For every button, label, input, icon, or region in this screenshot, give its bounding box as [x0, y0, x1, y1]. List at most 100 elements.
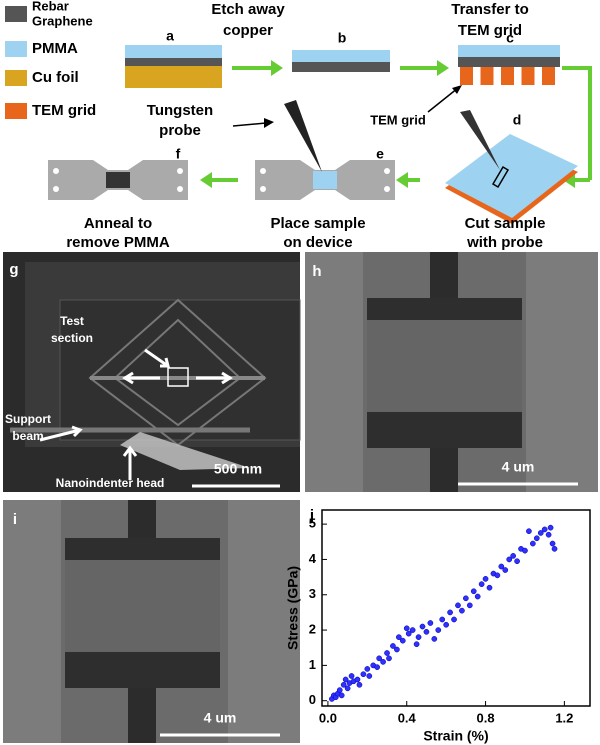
label: beam: [12, 429, 43, 443]
tem-grid: [521, 67, 535, 85]
legend-swatch: [5, 70, 27, 86]
point: [419, 623, 426, 630]
sample: [313, 171, 337, 189]
point: [498, 563, 505, 570]
white-arrow: [221, 371, 233, 385]
tem-grid: [542, 67, 555, 85]
white-arrow: [122, 371, 134, 385]
label: f: [176, 146, 181, 162]
point: [541, 526, 548, 533]
label: with probe: [466, 234, 543, 251]
point: [399, 637, 406, 644]
scale-label: 4 um: [204, 710, 237, 726]
graphene: [458, 57, 560, 67]
panel-letter: i: [13, 511, 17, 528]
label: Tungsten: [147, 102, 213, 119]
sample: [106, 172, 130, 188]
white-arrow: [144, 348, 169, 368]
label: Nanoindenter head: [56, 476, 165, 490]
legend-label: Graphene: [32, 13, 93, 28]
point: [431, 636, 438, 642]
panel-letter: g: [9, 261, 18, 278]
label: on device: [283, 234, 352, 251]
arrow-shaft: [562, 66, 592, 180]
point: [486, 584, 493, 591]
point: [415, 634, 422, 640]
point: [344, 685, 351, 692]
point: [514, 558, 520, 565]
label: Etch away: [211, 1, 285, 18]
point: [390, 643, 396, 649]
point: [374, 664, 381, 671]
pmma-plate: [445, 134, 578, 218]
pointer: [232, 122, 267, 127]
scale-label: 500 nm: [214, 461, 262, 477]
y-tick-label: 1: [309, 657, 316, 672]
electrode: [305, 252, 363, 492]
x-tick-label: 0.8: [477, 710, 495, 725]
point: [470, 588, 477, 595]
point: [466, 602, 473, 609]
point: [502, 567, 509, 573]
point: [380, 659, 386, 665]
label: Anneal to: [84, 215, 152, 232]
label: Cut sample: [465, 215, 546, 232]
legend-label: TEM grid: [32, 102, 96, 119]
probe-tip: [284, 100, 322, 172]
point: [545, 531, 552, 538]
point: [360, 671, 367, 678]
label: probe: [159, 122, 201, 139]
y-tick-label: 0: [309, 692, 316, 707]
tem-grid: [480, 67, 494, 85]
point: [459, 607, 465, 614]
test-box: [167, 367, 189, 387]
scale-label: 4 um: [502, 459, 535, 475]
label: TEM grid: [458, 22, 522, 39]
y-tick-label: 5: [309, 516, 316, 531]
point: [506, 556, 513, 563]
sample-film: [65, 560, 220, 652]
point: [533, 535, 540, 542]
y-tick-label: 2: [309, 622, 316, 637]
label: e: [376, 146, 384, 162]
label: remove PMMA: [66, 234, 170, 251]
pmma: [125, 45, 222, 58]
cu-foil: [125, 66, 222, 88]
probe-tip: [460, 110, 500, 170]
legend-swatch: [5, 6, 27, 22]
point: [547, 524, 554, 531]
pointer-head: [452, 85, 462, 94]
point: [439, 616, 446, 623]
point: [409, 627, 416, 633]
electrode: [3, 500, 61, 743]
label: b: [338, 30, 347, 46]
point: [435, 627, 442, 633]
point: [530, 540, 536, 547]
label: d: [513, 112, 522, 128]
point: [405, 630, 412, 637]
point: [342, 676, 349, 683]
point: [403, 625, 410, 632]
plot-frame: [321, 509, 591, 707]
point: [443, 621, 449, 628]
label: Transfer to: [451, 1, 529, 18]
label: Support: [5, 412, 51, 426]
point: [537, 530, 544, 536]
hole: [260, 186, 266, 192]
point: [396, 634, 402, 640]
hole: [260, 168, 266, 174]
point: [494, 572, 501, 579]
hole: [384, 186, 390, 192]
point: [522, 547, 528, 554]
point: [338, 692, 345, 699]
hole: [177, 186, 183, 192]
arrow-head: [271, 60, 283, 76]
label: a: [166, 28, 174, 44]
white-arrow: [39, 428, 81, 442]
white-arrow: [160, 357, 170, 368]
graphene: [125, 58, 222, 66]
point: [376, 655, 382, 662]
arrow-head: [396, 172, 408, 188]
arrow-head: [437, 60, 449, 76]
point: [551, 545, 558, 552]
